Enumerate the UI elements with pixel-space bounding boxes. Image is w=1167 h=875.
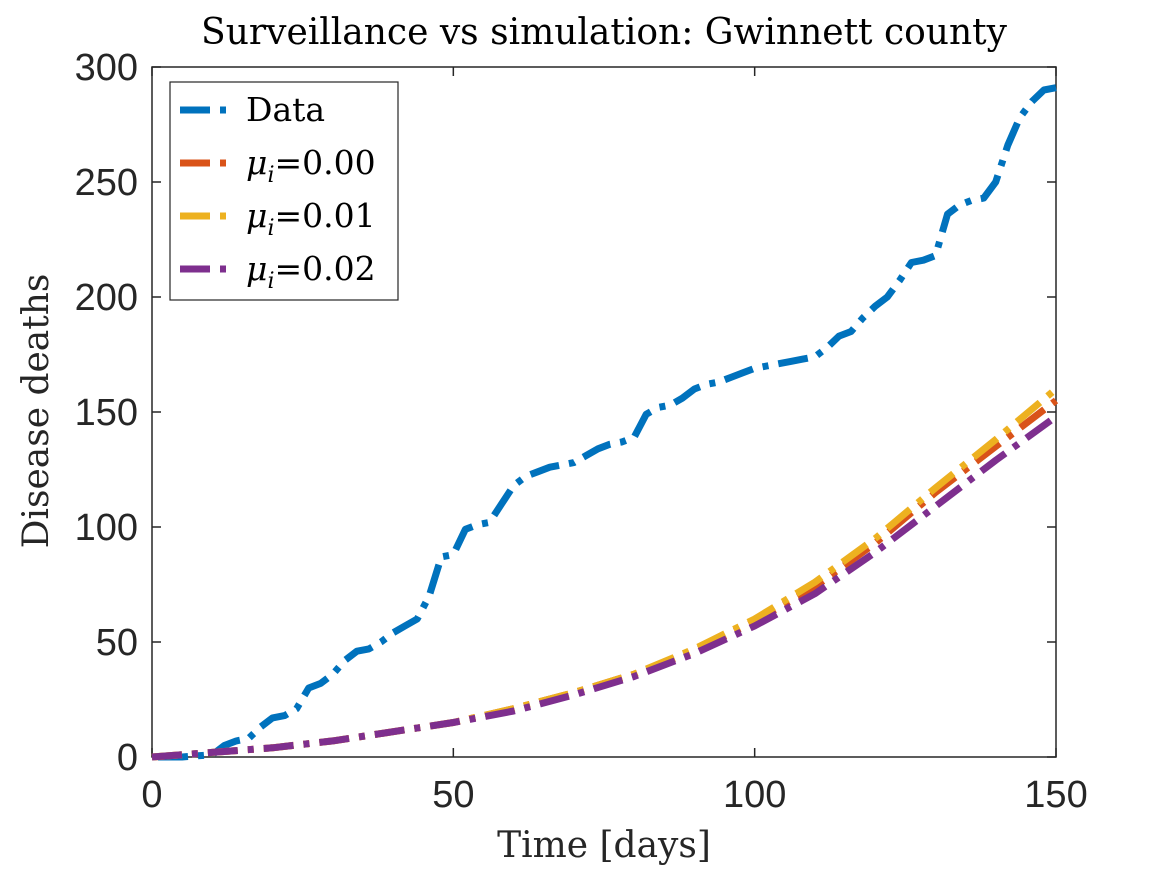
y-tick-label: 250 bbox=[75, 162, 138, 204]
legend-subscript: i bbox=[267, 216, 274, 241]
legend-symbol: μ bbox=[246, 249, 267, 288]
series-layer bbox=[151, 84, 1059, 761]
y-tick-label: 150 bbox=[75, 392, 138, 434]
legend-value: =0.00 bbox=[275, 143, 376, 182]
x-tick-label: 150 bbox=[1024, 774, 1087, 816]
legend-value: =0.01 bbox=[275, 196, 376, 235]
legend-value: =0.02 bbox=[275, 249, 376, 288]
legend-label-2: μi=0.01 bbox=[246, 196, 376, 241]
y-axis-label: Disease deaths bbox=[16, 274, 57, 549]
y-tick-label: 200 bbox=[75, 277, 138, 319]
chart-title: Surveillance vs simulation: Gwinnett cou… bbox=[201, 12, 1008, 53]
legend-subscript: i bbox=[267, 269, 274, 294]
legend-label-0: Data bbox=[246, 90, 325, 129]
series-line-3 bbox=[151, 413, 1059, 761]
legend-label-3: μi=0.02 bbox=[246, 249, 376, 294]
y-tick-label: 300 bbox=[75, 47, 138, 89]
series-line-0 bbox=[158, 84, 1057, 761]
axis-ticks: 0 50 100 150 0 50 100 150 200 250 300 bbox=[75, 47, 1088, 816]
legend-symbol: μ bbox=[246, 143, 267, 182]
x-axis-label: Time [days] bbox=[497, 825, 711, 866]
x-tick-label: 100 bbox=[723, 774, 786, 816]
y-tick-label: 0 bbox=[117, 737, 138, 779]
legend-value: Data bbox=[246, 90, 325, 129]
x-tick-label: 0 bbox=[141, 774, 162, 816]
x-tick-label: 50 bbox=[432, 774, 474, 816]
legend-label-1: μi=0.00 bbox=[246, 143, 376, 188]
legend-subscript: i bbox=[267, 163, 274, 188]
legend-symbol: μ bbox=[246, 196, 267, 235]
y-tick-label: 50 bbox=[96, 622, 138, 664]
y-tick-label: 100 bbox=[75, 507, 138, 549]
legend-box bbox=[169, 81, 399, 301]
